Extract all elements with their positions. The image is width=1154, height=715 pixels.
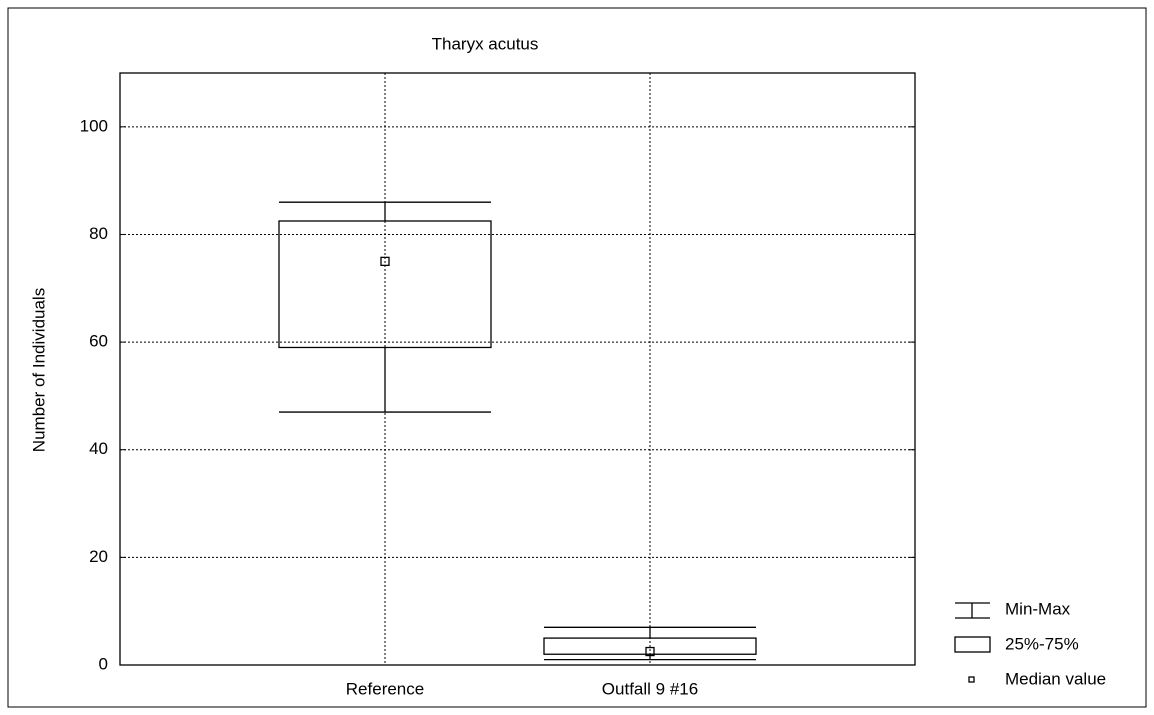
- y-tick-label: 100: [80, 116, 108, 135]
- legend-symbol: [968, 676, 975, 683]
- y-tick-label: 60: [89, 332, 108, 351]
- box: [278, 220, 492, 349]
- y-axis-label: Number of Individuals: [29, 288, 48, 452]
- legend-symbol: [954, 636, 991, 653]
- legend-label: Min-Max: [1005, 599, 1071, 618]
- median: [645, 646, 655, 657]
- legend-label: Median value: [1005, 669, 1106, 688]
- y-tick-label: 40: [89, 439, 108, 458]
- x-tick-label: Outfall 9 #16: [602, 679, 698, 698]
- y-tick-label: 80: [89, 224, 108, 243]
- median: [380, 256, 390, 267]
- box: [543, 637, 757, 655]
- y-tick-label: 20: [89, 547, 108, 566]
- chart-title: Tharyx acutus: [432, 34, 539, 53]
- x-tick-label: Reference: [346, 679, 424, 698]
- legend-label: 25%-75%: [1005, 634, 1079, 653]
- frame: [7, 7, 1147, 708]
- plot-area: [119, 72, 916, 666]
- y-tick-label: 0: [99, 654, 108, 673]
